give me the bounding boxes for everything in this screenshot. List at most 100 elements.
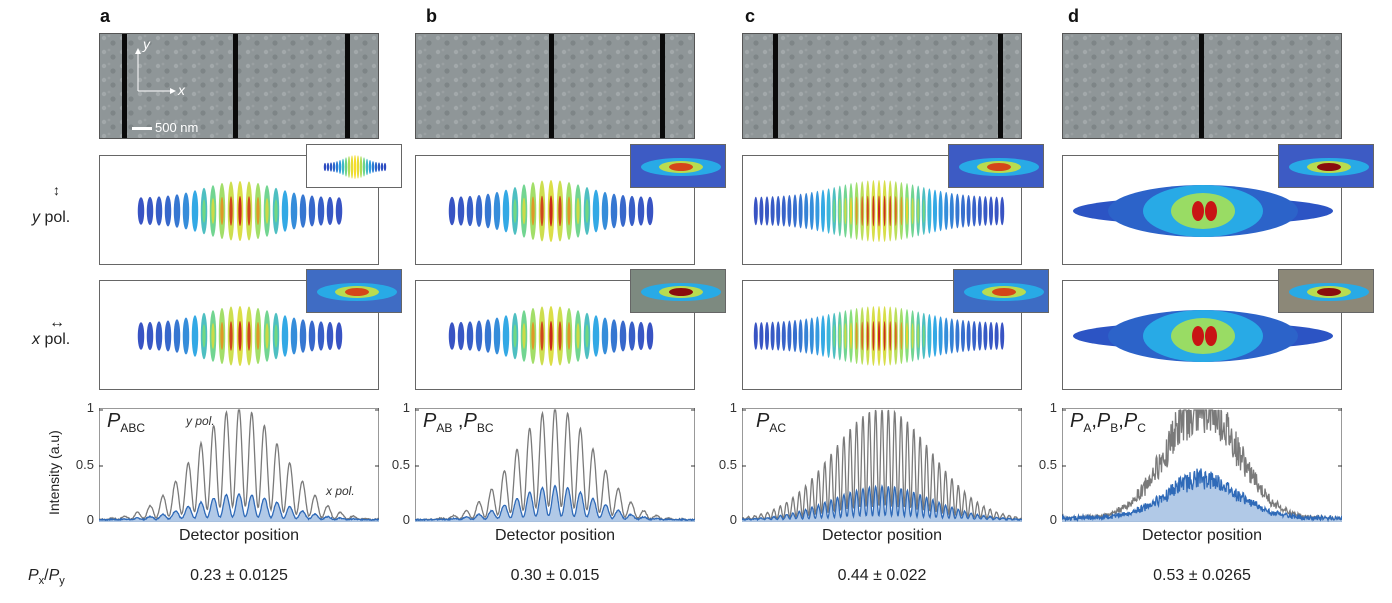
pattern-y-b-fringe-core [540, 195, 544, 227]
sem-micrograph [743, 34, 1021, 138]
pattern-x-c-fringe [977, 321, 982, 351]
pattern-x-a-fringe [335, 322, 343, 350]
pattern-x-c-fringe [798, 319, 803, 353]
x-pol-line [1061, 468, 1343, 523]
pattern-x-c-fringe-core [833, 324, 836, 348]
slit-a3 [345, 34, 350, 138]
pattern-x-c-fringe [792, 319, 798, 353]
inset-fringe [368, 160, 372, 174]
inset-fringe [332, 161, 336, 173]
pattern-x-c-fringe [944, 317, 949, 355]
pattern-y-b-fringe [484, 193, 492, 229]
ratio-value-b: 0.30 ± 0.015 [510, 567, 600, 584]
pattern-x-a-fringe-core [238, 321, 242, 351]
ratio-row-label: Px/Py [28, 567, 65, 588]
pattern-y-c-fringe [826, 188, 831, 234]
sem-image-d [1062, 33, 1342, 139]
pattern-x-c-fringe-core [861, 321, 864, 351]
pattern-x-b-fringe-core [585, 324, 589, 348]
pattern-x-c-fringe [826, 314, 831, 358]
pattern-x-c-fringe [764, 321, 770, 351]
pattern-x-c-fringe [932, 315, 938, 357]
pattern-y-c-fringe-core [849, 197, 853, 225]
slit-c1 [773, 34, 778, 138]
pattern-y-a-fringe [317, 196, 325, 226]
pattern-y-a-fringe [137, 197, 145, 225]
ytick-05-c: 0.5 [718, 457, 737, 472]
pattern-y-c-fringe [983, 196, 988, 226]
pattern-y-a-fringe [146, 196, 154, 226]
y-pol-line [98, 409, 380, 522]
pattern-y-b-fringe [646, 196, 654, 226]
pattern-y-d-blob-peak [1205, 201, 1217, 221]
inset-x-a [306, 269, 402, 313]
pattern-x-b-fringe [619, 320, 627, 352]
pattern-y-c-fringe-core [911, 197, 914, 225]
ytick-05-a: 0.5 [75, 457, 94, 472]
pattern-y-a-fringe [155, 196, 163, 226]
pattern-x-c-fringe [815, 316, 820, 356]
pattern-y-a-fringe-core [202, 199, 206, 223]
pattern-y-b-fringe [610, 193, 618, 229]
x-pol-line [98, 492, 380, 522]
x-pol-line [414, 484, 696, 522]
pattern-x-c-fringe [955, 319, 960, 353]
inset-x-d [1278, 269, 1374, 313]
pattern-x-c-fringe-core [872, 321, 875, 351]
pattern-x-c-fringe-core [838, 323, 841, 349]
pattern-x-c-fringe [949, 318, 954, 354]
pattern-x-b-fringe-core [513, 324, 517, 348]
pattern-x-b-fringe [466, 321, 474, 351]
pattern-y-b-fringe [637, 196, 645, 226]
pattern-y-c-fringe [804, 192, 809, 230]
pattern-y-c-fringe-core [855, 196, 858, 226]
sem-image-b [415, 33, 695, 139]
pattern-y-c-fringe [809, 191, 814, 231]
curve-label-y-pol: y pol. [186, 414, 215, 428]
pattern-y-b-fringe-core [522, 197, 526, 225]
pattern-x-c-fringe [759, 322, 764, 350]
prob-label-a: PABC [107, 410, 146, 435]
inset-fringe [356, 155, 360, 179]
pattern-x-c-fringe [927, 314, 932, 358]
inset-fringe [341, 158, 345, 176]
pattern-y-b-fringe-core [567, 196, 571, 226]
pattern-y-c-fringe-core [861, 196, 864, 226]
pattern-x-c-fringe [770, 321, 775, 351]
pattern-x-d-blob-peak [1192, 326, 1204, 346]
pattern-y-c-fringe [960, 194, 966, 228]
pattern-x-b-fringe-core [576, 323, 580, 349]
pattern-y-c-fringe [932, 189, 938, 233]
inset-blob-core [1317, 288, 1341, 296]
pattern-y-a-fringe-core [229, 196, 233, 226]
sem-image-c [742, 33, 1022, 139]
pattern-x-b-fringe [610, 319, 618, 353]
pattern-x-a-fringe-core [220, 322, 224, 350]
pattern-x-a-fringe-core [229, 321, 233, 351]
pattern-x-b-fringe-core [549, 321, 553, 351]
pattern-y-c-fringe [955, 193, 960, 229]
inset-fringe [347, 156, 351, 178]
pattern-y-c-fringe [764, 196, 770, 226]
pattern-x-a-fringe [146, 321, 154, 351]
ratio-value-d: 0.53 ± 0.0265 [1153, 567, 1251, 584]
pattern-x-a-fringe [191, 315, 199, 357]
panel-letter-b: b [426, 6, 437, 26]
pattern-x-c-fringe [787, 320, 792, 352]
pattern-x-b-fringe-core [531, 322, 535, 350]
pattern-x-a [99, 280, 379, 390]
pattern-y-a-fringe [335, 197, 343, 225]
slit-a1 [122, 34, 127, 138]
pattern-x-c-fringe [938, 316, 943, 356]
panel-letter-c: c [745, 6, 756, 26]
ytick-1-a: 1 [86, 400, 94, 415]
pattern-x-a-fringe-core [265, 323, 269, 349]
inset-fringe [374, 161, 378, 173]
pattern-y-c-fringe-core [883, 195, 886, 227]
x-pol-area [742, 486, 1022, 522]
pattern-x-c-fringe-core [889, 321, 892, 351]
prob-label-c: PAC [756, 410, 787, 435]
inset-blob-core [669, 288, 693, 296]
pattern-x-b-fringe-core [558, 321, 562, 351]
inset-fringe [326, 162, 330, 172]
